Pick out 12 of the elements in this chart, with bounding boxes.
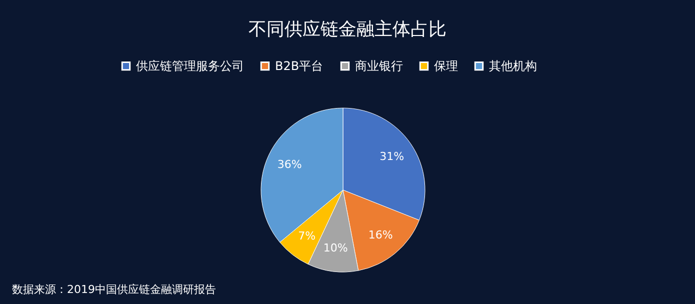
data-label: 10% [323, 242, 348, 255]
data-label: 16% [368, 228, 393, 242]
chart-title: 不同供应链金融主体占比 [248, 19, 446, 40]
data-label: 36% [277, 158, 302, 171]
source-note: 数据来源：2019中国供应链金融调研报告 [12, 283, 216, 296]
data-label: 31% [380, 150, 404, 163]
legend-label: B2B平台 [275, 59, 324, 74]
legend-label: 商业银行 [355, 59, 403, 74]
legend-label: 供应链管理服务公司 [136, 59, 244, 74]
data-label: 7% [298, 230, 316, 243]
legend-label: 保理 [434, 59, 458, 74]
legend-label: 其他机构 [489, 59, 537, 74]
